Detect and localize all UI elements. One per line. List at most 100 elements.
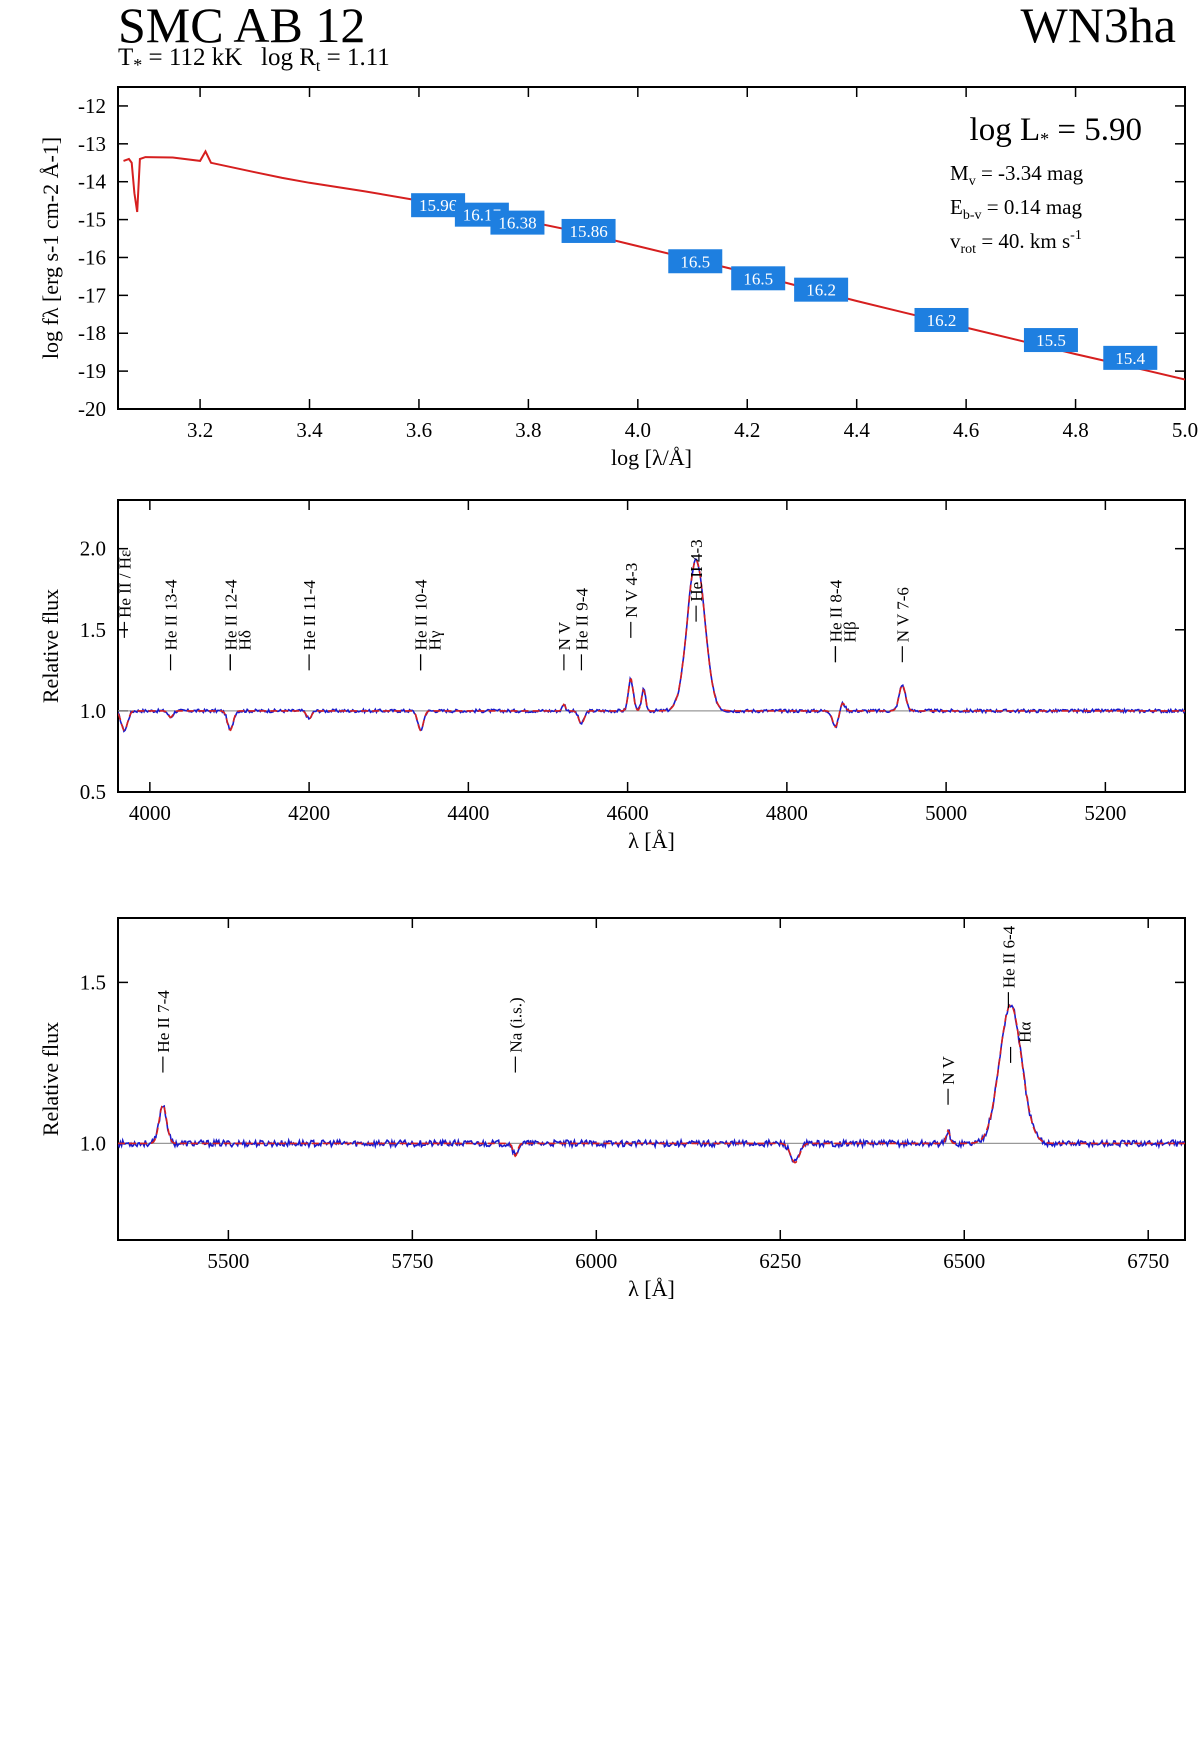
photometry-box [668,249,723,274]
photometry-point: 16.5 [731,266,786,291]
x-tick-label: 4400 [447,801,489,825]
line-id-label: He II 12-4 [221,579,240,650]
stellar-parameters: T* = 112 kK log Rt = 1.11 [118,44,390,75]
line-id-label: He II / Hε [115,550,134,618]
line-identification: He II 9-4 [572,588,591,671]
x-tick-label: 3.6 [406,418,432,442]
x-tick-label: 4.6 [953,418,979,442]
red-spectrum-axes: 5500 5750 6000 6250 6500 6750 1.0 1.5 λ [Å] Relat… [38,917,1186,1301]
photometry-box [794,277,849,302]
line-identification: N V 7-6 [893,587,912,663]
blue-spectrum-axes: 4000 4200 4400 4600 4800 5000 5200 0.5 1.0 1.5 2.0… [38,499,1186,853]
x-tick-label: 3.4 [296,418,323,442]
photometry-label: 15.4 [1115,349,1145,368]
photometry-point: 15.4 [1103,345,1158,370]
line-id-label: Hβ [840,621,859,642]
photometry-box [490,210,545,235]
line-id-label: Hα [1016,1022,1035,1043]
photometry-point: 15.5 [1023,328,1078,353]
y-tick-label: -19 [78,359,106,383]
photometry-point: 15.86 [561,218,616,243]
observed-spectrum-line [118,558,1185,733]
spectral-type: WN3ha [1020,0,1177,53]
sed-chart: 3.2 3.4 3.6 3.8 4.0 4.2 4.4 4.6 4.8 5.0 -12 -13 -14 -… [38,86,1198,470]
x-tick-label: 4200 [288,801,330,825]
line-id-label: He II 13-4 [162,579,181,650]
photometry-point: 16.5 [668,249,723,274]
y-tick-label: -13 [78,132,106,156]
line-id-label: He II 6-4 [999,925,1018,988]
photometry-point: 16.2 [914,307,969,332]
model-spectrum-line [118,1003,1185,1164]
x-tick-label: 5200 [1084,801,1126,825]
y-tick-label: 1.0 [80,699,106,723]
blue-spectrum-chart: 4000 4200 4400 4600 4800 5000 5200 0.5 1.0 1.5 2.0… [38,499,1186,853]
photometry-label: 16.5 [680,252,710,271]
blue-spectrum-xlabel: λ [Å] [628,828,675,853]
line-id-label: He II 7-4 [154,990,173,1053]
mv-label: Mv = -3.34 mag [950,161,1084,189]
red-spectrum-chart: 5500 5750 6000 6250 6500 6750 1.0 1.5 λ [Å] Relat… [38,917,1186,1301]
line-identification: N V [555,621,574,671]
stellar-annotations: log L* = 5.90 Mv = -3.34 mag Eb-v = 0.14 m… [950,112,1142,257]
y-tick-label: -12 [78,94,106,118]
line-identification: He II 6-4 [999,925,1018,1009]
line-identification: N V [939,1056,958,1105]
vrot-label: vrot = 40. km s-1 [950,228,1082,257]
sed-axes: 3.2 3.4 3.6 3.8 4.0 4.2 4.4 4.6 4.8 5.0 -12 -13 -14 -… [38,86,1198,470]
x-tick-label: 5000 [925,801,967,825]
blue-spectrum-frame [117,499,1186,793]
photometry-label: 16.5 [743,269,773,288]
y-tick-label: -20 [78,397,106,421]
x-tick-label: 5.0 [1172,418,1198,442]
model-spectrum-line [118,559,1185,732]
line-id-label: He II 9-4 [572,588,591,651]
line-id-label: Hδ [235,630,254,650]
line-id-label: He II 10-4 [412,579,431,650]
line-id-label: Hγ [426,630,445,650]
red-spectrum-ylabel: Relative flux [38,1022,63,1136]
x-tick-label: 3.2 [187,418,213,442]
line-identification: Hδ [229,630,254,671]
sed-frame [117,86,1186,410]
photometry-label: 15.5 [1036,331,1066,350]
x-tick-label: 4.4 [844,418,871,442]
photometry-label: 16.2 [806,281,836,300]
line-identification: He II 13-4 [162,579,181,671]
photometry-box [1103,345,1158,370]
y-tick-label: -15 [78,208,106,232]
x-tick-label: 5750 [391,1249,433,1273]
line-identification: Hγ [419,630,445,671]
line-identification: He II 11-4 [300,580,319,671]
photometry-point: 16.2 [794,277,849,302]
x-tick-label: 6000 [575,1249,617,1273]
x-tick-label: 6250 [759,1249,801,1273]
y-tick-label: 1.5 [80,618,106,642]
y-tick-label: -16 [78,245,106,269]
line-identification: N V 4-3 [622,563,641,638]
ebv-label: Eb-v = 0.14 mag [950,195,1082,223]
line-id-label: He II 11-4 [300,580,319,651]
photometry-label: 15.86 [569,222,607,241]
photometry-label: 15.96 [419,196,457,215]
y-tick-label: 1.0 [80,1131,106,1155]
line-identification: He II 4-3 [687,539,706,622]
star-name-title: SMC AB 12 [118,0,366,53]
x-tick-label: 4600 [607,801,649,825]
red-spectrum-frame [117,917,1186,1241]
y-tick-label: 2.0 [80,537,106,561]
line-id-label: N V [555,621,574,650]
y-tick-label: -17 [78,283,106,307]
sed-xlabel: log [λ/Å] [611,445,692,470]
line-identification: He II / Hε [115,550,134,638]
x-tick-label: 6500 [943,1249,985,1273]
x-tick-label: 5500 [207,1249,249,1273]
line-id-label: N V 7-6 [893,587,912,642]
line-id-label: Na (i.s.) [506,997,525,1052]
photometry-box [731,266,786,291]
x-tick-label: 4.0 [625,418,651,442]
blue-spectrum-ylabel: Relative flux [38,589,63,703]
line-identification: Na (i.s.) [506,997,525,1073]
photometry-label: 16.38 [498,214,536,233]
photometry-label: 16.2 [927,311,957,330]
